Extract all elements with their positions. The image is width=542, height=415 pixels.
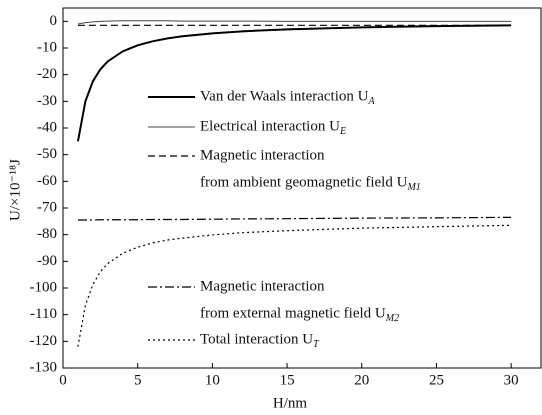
legend-label: from external magnetic field UM2 (200, 305, 399, 324)
legend-label: Total interaction UT (200, 331, 320, 350)
legend-label: Van der Waals interaction UA (200, 88, 375, 107)
legend-label: from ambient geomagnetic field UM1 (200, 174, 421, 193)
legend-subscript: A (367, 96, 375, 107)
x-tick-label: 0 (59, 372, 67, 388)
x-axis-label: H/nm (273, 395, 308, 411)
x-tick-label: 25 (429, 372, 444, 388)
y-tick-label: -20 (37, 66, 57, 82)
legend-subscript: M2 (385, 313, 399, 324)
y-tick-label: -60 (37, 173, 57, 189)
x-tick-label: 20 (354, 372, 369, 388)
y-tick-label: -10 (37, 39, 57, 55)
y-tick-label: -130 (30, 359, 58, 375)
y-tick-label: -100 (30, 279, 58, 295)
data-line (77, 224, 512, 347)
legend-subscript: T (313, 339, 320, 350)
legend-label: Magnetic interaction (200, 147, 325, 163)
y-tick-label: 0 (50, 13, 58, 29)
y-tick-label: -110 (30, 306, 57, 322)
legend-label: Electrical interaction UE (200, 118, 346, 137)
data-line (77, 216, 512, 221)
y-tick-label: -90 (37, 253, 57, 269)
y-tick-label: -80 (37, 226, 57, 242)
data-line (76, 24, 512, 142)
y-tick-label: -30 (37, 93, 57, 109)
y-axis-label: U/×10⁻¹⁸J (7, 159, 23, 221)
x-tick-label: 10 (205, 372, 220, 388)
y-tick-label: -120 (30, 333, 58, 349)
data-line (77, 20, 512, 25)
x-tick-label: 30 (504, 372, 519, 388)
y-tick-label: -50 (37, 146, 57, 162)
x-tick-label: 5 (134, 372, 142, 388)
plot-frame (62, 7, 542, 369)
legend-subscript: M1 (406, 182, 420, 193)
y-tick-label: -70 (37, 199, 57, 215)
legend-subscript: E (339, 126, 346, 137)
x-tick-label: 15 (280, 372, 295, 388)
y-tick-label: -40 (37, 119, 57, 135)
legend-label: Magnetic interaction (200, 278, 325, 294)
